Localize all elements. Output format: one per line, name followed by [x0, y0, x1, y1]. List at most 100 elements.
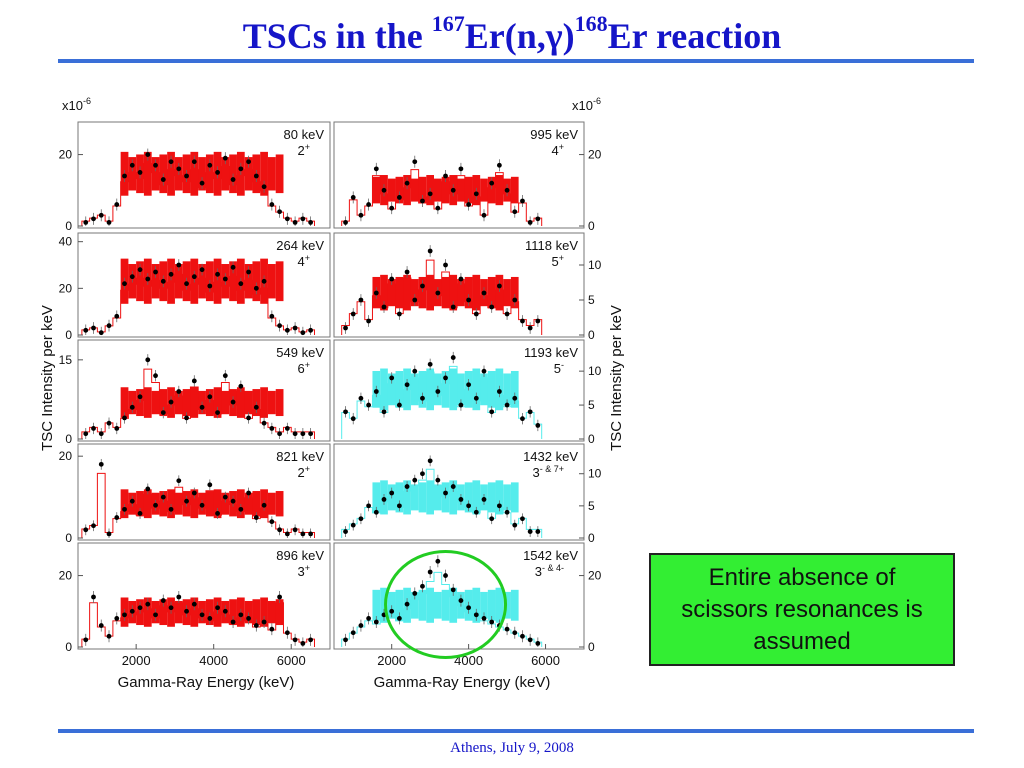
data-point	[489, 516, 495, 522]
uncertainty-band-bin	[387, 178, 396, 202]
data-point	[435, 389, 441, 394]
data-point	[215, 170, 220, 175]
uncertainty-band-bin	[275, 261, 284, 302]
panel-spin-label: 2+	[298, 142, 311, 158]
data-point	[496, 389, 502, 394]
data-point	[91, 523, 96, 529]
data-point	[481, 368, 487, 374]
uncertainty-band-bin	[434, 591, 442, 619]
data-point	[145, 152, 151, 157]
data-point	[504, 187, 510, 193]
uncertainty-band-bin	[159, 491, 168, 517]
uncertainty-band-bin	[464, 276, 473, 309]
uncertainty-band-bin	[236, 387, 245, 418]
data-point	[253, 404, 259, 410]
data-point	[443, 262, 448, 268]
data-point	[443, 573, 448, 578]
uncertainty-band-bin	[167, 489, 175, 519]
data-point	[512, 395, 518, 401]
data-point	[253, 173, 259, 179]
uncertainty-band-bin	[510, 589, 519, 621]
data-point	[404, 484, 410, 489]
spin-value: 5	[552, 254, 559, 269]
panel-energy-label: 821 keV	[276, 449, 324, 464]
data-point	[489, 180, 495, 186]
data-point	[145, 357, 151, 363]
uncertainty-band-bin	[213, 489, 222, 519]
data-point	[230, 399, 236, 405]
data-point	[253, 515, 259, 520]
panel-spin-label: 4+	[552, 142, 565, 158]
data-point	[222, 276, 228, 282]
spin-value: 6	[298, 361, 305, 376]
data-point	[535, 423, 541, 428]
data-point	[366, 616, 372, 621]
data-point	[238, 506, 244, 512]
data-point	[98, 431, 104, 437]
uncertainty-band-bin	[503, 279, 511, 307]
uncertainty-band-bin	[495, 587, 504, 623]
uncertainty-band-bin	[229, 599, 237, 626]
uncertainty-band-bin	[174, 492, 183, 515]
uncertainty-band-bin	[495, 274, 504, 311]
parity-value: +	[559, 253, 564, 263]
data-point	[504, 402, 510, 408]
y-tick-label: 40	[59, 235, 73, 249]
data-point	[504, 311, 510, 317]
data-point	[199, 404, 205, 410]
data-point	[520, 198, 525, 204]
data-point	[389, 205, 395, 211]
uncertainty-band-bin	[395, 370, 404, 408]
uncertainty-band-bin	[244, 600, 253, 624]
uncertainty-band-bin	[472, 587, 481, 623]
data-point	[527, 529, 533, 534]
data-point	[168, 399, 174, 405]
uncertainty-band-bin	[275, 154, 284, 194]
spin-value: 3	[298, 564, 305, 579]
data-point	[176, 389, 182, 394]
data-point	[83, 431, 89, 437]
data-point	[458, 276, 464, 282]
data-point	[269, 626, 275, 632]
y-tick-label: 20	[59, 449, 73, 463]
data-point	[122, 173, 127, 179]
data-point	[389, 490, 395, 496]
panel-energy-label: 995 keV	[530, 127, 578, 142]
data-point	[481, 497, 487, 502]
uncertainty-band-bin	[244, 390, 253, 415]
data-point	[106, 420, 112, 426]
uncertainty-band-bin	[387, 373, 396, 406]
data-point	[122, 415, 127, 421]
panel-spin-label: 2+	[298, 464, 311, 480]
data-point	[284, 531, 290, 537]
data-point	[343, 220, 348, 225]
data-point	[427, 361, 433, 367]
uncertainty-band-bin	[441, 589, 450, 621]
data-point	[520, 416, 525, 422]
data-point	[466, 297, 472, 303]
data-point	[91, 426, 96, 431]
data-point	[83, 637, 89, 643]
data-point	[443, 375, 448, 381]
uncertainty-band-bin	[174, 390, 183, 415]
uncertainty-band-bin	[487, 589, 496, 621]
uncertainty-band-bin	[190, 489, 199, 519]
x-axis-label-right: Gamma-Ray Energy (keV)	[374, 674, 551, 691]
spin-value: 2	[298, 143, 305, 158]
uncertainty-band-bin	[441, 370, 450, 408]
y-axis-label-right: TSC Intensity per keV	[608, 305, 625, 451]
data-point	[106, 220, 112, 225]
uncertainty-band-bin	[410, 373, 419, 406]
data-point	[358, 623, 364, 628]
uncertainty-band-bin	[495, 175, 504, 206]
spin-value: 2	[298, 465, 305, 480]
data-point	[412, 368, 418, 374]
uncertainty-band-bin	[267, 157, 276, 191]
data-point	[168, 159, 174, 165]
data-point	[246, 269, 251, 275]
data-point	[191, 490, 197, 496]
uncertainty-band-bin	[174, 264, 183, 299]
note-box: Entire absence of scissors resonances is…	[649, 553, 955, 666]
